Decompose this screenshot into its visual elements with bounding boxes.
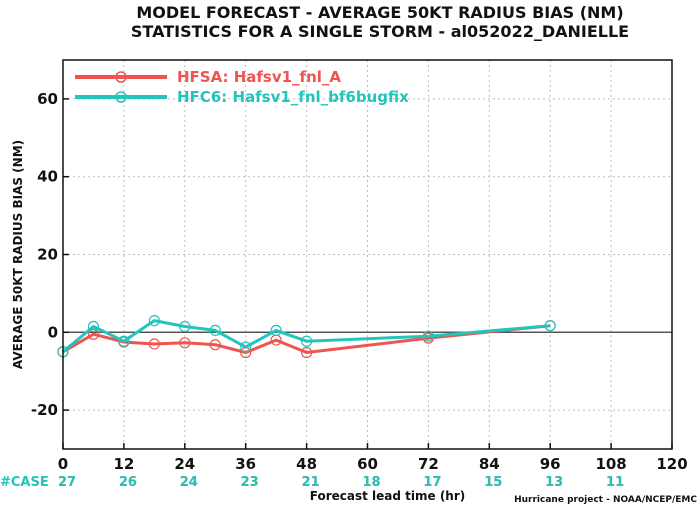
case-count-hfc6: 17 — [423, 475, 441, 490]
case-count-hfsa: 15 — [484, 475, 502, 490]
case-count-hfc6: 21 — [302, 475, 320, 490]
x-tick-label: 48 — [296, 455, 317, 473]
data-point-hfc6 — [87, 320, 100, 333]
axis-ticks: 0 12 24 36 48 60 72 84 96 108 120 -20 0 20 40 60 — [31, 90, 688, 473]
case-count-hfsa: 23 — [241, 475, 259, 490]
legend-label-hfc6: HFC6: Hafsv1_fnl_bf6bugfix — [177, 88, 409, 106]
data-point-hfsa — [209, 339, 221, 351]
credit-text: Hurricane project - NOAA/NCEP/EMC — [514, 495, 697, 505]
series-line-hfc6 — [62, 319, 551, 353]
x-tick-label: 72 — [418, 455, 439, 473]
case-count-hfc6: 15 — [484, 475, 502, 490]
case-count-hfsa: 21 — [302, 475, 320, 490]
case-count-hfsa: 18 — [362, 475, 380, 490]
y-tick-label: 0 — [48, 323, 58, 341]
data-point-hfsa — [87, 328, 100, 340]
data-point-hfc6 — [118, 335, 130, 347]
data-point-hfc6 — [148, 315, 160, 327]
chart-title-line2: STATISTICS FOR A SINGLE STORM - al052022… — [131, 22, 629, 41]
legend-label-hfsa: HFSA: Hafsv1_fnl_A — [177, 68, 341, 86]
x-tick-label: 108 — [595, 455, 626, 473]
x-tick-label: 24 — [174, 455, 195, 473]
case-count-hfsa: 27 — [58, 475, 76, 490]
data-point-hfsa — [179, 337, 191, 349]
data-point-hfc6 — [422, 330, 434, 342]
data-point-hfc6 — [270, 324, 282, 336]
data-point-hfsa — [148, 338, 160, 350]
data-point-hfc6 — [240, 341, 252, 353]
data-series — [57, 315, 556, 359]
case-count-hfsa: 26 — [119, 475, 137, 490]
data-point-hfc6 — [301, 335, 313, 347]
x-tick-label: 96 — [540, 455, 561, 473]
data-point-hfc6 — [544, 320, 556, 332]
case-count-label: #CASE — [0, 475, 49, 490]
legend-marker-hfc6 — [115, 91, 127, 103]
case-count-hfc6: 24 — [180, 475, 198, 490]
y-tick-label: 60 — [37, 90, 58, 108]
case-count-hfsa: 17 — [423, 475, 441, 490]
case-count-hfc6: 11 — [606, 475, 624, 490]
legend: HFSA: Hafsv1_fnl_A HFC6: Hafsv1_fnl_bf6bu… — [75, 68, 409, 106]
case-count-hfc6: 26 — [119, 475, 137, 490]
chart-title-line1: MODEL FORECAST - AVERAGE 50KT RADIUS BIA… — [136, 3, 623, 22]
case-count-hfc6: 13 — [545, 475, 563, 490]
x-tick-label: 12 — [113, 455, 134, 473]
x-tick-label: 0 — [58, 455, 68, 473]
x-tick-label: 60 — [357, 455, 378, 473]
data-point-hfsa — [301, 346, 313, 359]
y-axis-label: AVERAGE 50KT RADIUS BIAS (NM) — [11, 140, 25, 369]
case-count-hfc6: 27 — [58, 475, 76, 490]
x-tick-label: 36 — [235, 455, 256, 473]
case-count-hfsa: 11 — [606, 475, 624, 490]
x-axis-label: Forecast lead time (hr) — [310, 489, 466, 503]
legend-marker-hfsa — [115, 71, 127, 83]
y-tick-label: -20 — [31, 401, 58, 419]
grid-lines — [63, 60, 672, 449]
x-tick-label: 84 — [479, 455, 500, 473]
y-tick-label: 20 — [37, 246, 58, 264]
data-point-hfc6 — [179, 320, 191, 333]
case-count-hfc6: 23 — [241, 475, 259, 490]
data-point-hfc6 — [209, 324, 221, 336]
x-tick-label: 120 — [656, 455, 687, 473]
case-count-hfc6: 18 — [362, 475, 380, 490]
series-line-hfsa — [62, 324, 551, 354]
case-count-hfsa: 13 — [545, 475, 563, 490]
case-count-hfsa: 24 — [180, 475, 198, 490]
y-tick-label: 40 — [37, 168, 58, 186]
